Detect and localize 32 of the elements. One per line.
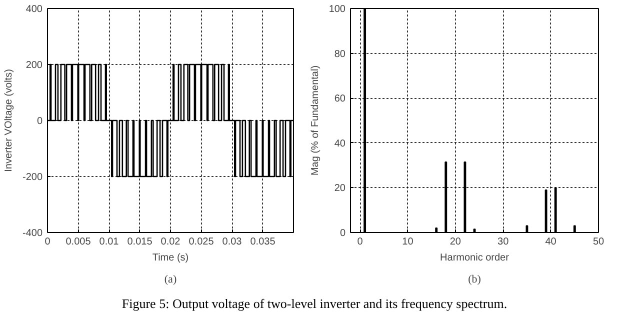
text: (b)	[468, 274, 482, 286]
x-tick-label: 0	[357, 236, 364, 248]
y-tick-label: 400	[26, 4, 43, 15]
y-tick-label: 100	[328, 4, 346, 15]
y-tick-label: 40	[334, 138, 346, 150]
x-tick-label: 30	[498, 236, 510, 248]
x-tick-label: 0	[44, 236, 51, 248]
x-axis-title: Harmonic order	[440, 252, 510, 264]
y-tick-label: 0	[340, 228, 346, 239]
y-tick-label: 0	[36, 116, 43, 127]
x-tick-label: 0.005	[66, 236, 92, 248]
x-tick-label: 0.01	[99, 236, 120, 248]
y-tick-label: 200	[26, 60, 43, 71]
y-tick-label: 20	[334, 183, 346, 194]
caption: Figure 5: Output voltage of two-level inverter and its frequency spectrum.	[122, 295, 508, 313]
y-tick-label: 80	[334, 48, 346, 60]
x-tick-label: 0.035	[250, 236, 276, 248]
x-tick-label: 0.015	[127, 236, 153, 248]
x-tick-label: 0.03	[222, 236, 242, 248]
x-tick-label: 0.02	[160, 236, 181, 248]
x-tick-label: 50	[592, 236, 604, 248]
y-tick-label: 60	[334, 94, 346, 105]
x-tick-label: 0.025	[188, 236, 214, 248]
x-tick-label: 40	[545, 236, 557, 248]
text: (a)	[164, 274, 177, 286]
x-tick-label: 10	[402, 236, 414, 248]
y-axis-title: Mag (% of Fundamental)	[310, 65, 321, 176]
y-axis-title: Inverter VOltage (volts)	[3, 69, 14, 172]
y-tick-label: -200	[22, 172, 43, 183]
x-tick-label: 20	[450, 236, 462, 248]
y-tick-label: -400	[22, 228, 43, 239]
x-axis-title: Time (s)	[152, 252, 189, 264]
